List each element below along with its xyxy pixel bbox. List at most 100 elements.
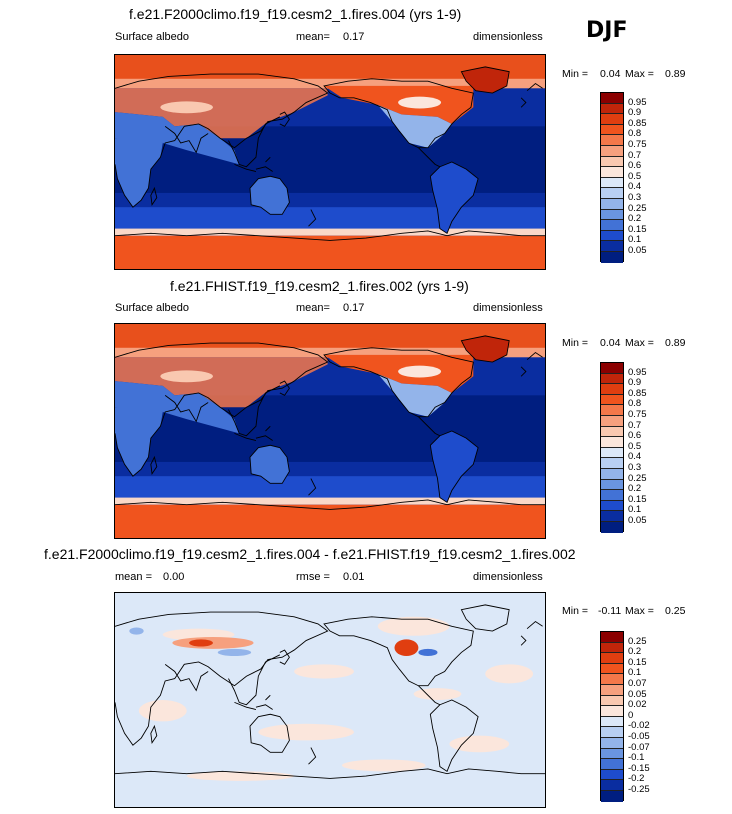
antarctic-ice-band	[115, 235, 545, 269]
greenland-ice	[461, 335, 510, 363]
coastline	[115, 231, 545, 241]
australia-land	[249, 176, 290, 215]
coastline	[165, 126, 208, 152]
coastline	[324, 348, 473, 417]
arctic-margin-band	[115, 78, 545, 89]
coastline	[418, 148, 440, 167]
colorbar-swatch	[601, 695, 623, 707]
antarctic-ice-band	[115, 504, 545, 538]
colorbar-tick-label: 0.05	[628, 515, 647, 526]
coastline	[309, 210, 316, 227]
colorbar-tick-label: -0.02	[628, 720, 650, 732]
eurasia-snow	[115, 88, 328, 139]
colorbar-tick-label: 0.1	[628, 504, 642, 516]
coastline	[115, 769, 545, 779]
colorbar-swatch	[601, 230, 623, 242]
coastline	[228, 655, 279, 705]
colorbar-tick-label: 0.15	[628, 656, 647, 668]
colorbar-tick-label: -0.05	[628, 731, 650, 742]
panel-3-min-value: -0.11	[598, 605, 622, 617]
colorbar-tick-label: 0.1	[628, 234, 642, 246]
colorbar-swatch	[601, 674, 623, 685]
colorbar-swatch	[601, 426, 623, 438]
arctic-margin-band	[115, 347, 545, 358]
colorbar-swatch	[601, 135, 623, 146]
colorbar-swatch	[601, 405, 623, 416]
coastline	[115, 612, 328, 745]
colorbar-swatch	[601, 373, 623, 385]
coastline	[521, 84, 543, 108]
north-america-snow	[324, 354, 474, 393]
panel-1-max-label: Max =	[625, 68, 654, 80]
europe-negative-anomaly	[129, 627, 144, 635]
colorbar-swatch	[601, 790, 623, 802]
panel-3-max-value: 0.25	[665, 605, 686, 617]
colorbar-swatch	[601, 511, 623, 522]
colorbar-swatch	[601, 394, 623, 406]
colorbar-swatch	[601, 500, 623, 512]
tibet-snow-patch	[160, 370, 213, 383]
colorbar-swatch	[601, 177, 623, 189]
colorbar-swatch	[601, 198, 623, 210]
colorbar-swatch	[601, 780, 623, 791]
coastline	[228, 386, 279, 436]
coastline	[280, 650, 290, 664]
panel-2-min-value: 0.04	[600, 337, 621, 349]
colorbar-swatch	[601, 769, 623, 781]
canada-snow-patch	[398, 96, 442, 109]
colorbar-swatch	[601, 437, 623, 448]
australia-land	[249, 445, 290, 484]
colorbar-tick-label: 0.02	[628, 699, 647, 711]
colorbar-swatches	[600, 631, 624, 802]
coastline	[151, 457, 157, 474]
colorbar-tick-label: 0.2	[628, 646, 642, 658]
diff-positive-region	[258, 723, 354, 741]
panel-1-units: dimensionless	[473, 31, 543, 43]
coastline	[115, 500, 545, 510]
coastline	[418, 417, 440, 436]
southern-ocean-band	[115, 207, 545, 229]
panel-2-min-label: Min =	[562, 337, 588, 349]
colorbar-swatch	[601, 521, 623, 533]
colorbar-tick-label: 0.95	[628, 96, 647, 108]
colorbar-tick-label: 0.8	[628, 128, 642, 140]
panel-1-map	[114, 54, 546, 270]
diff-positive-region	[294, 664, 354, 679]
coastline	[234, 695, 272, 709]
colorbar-tick-label: 0.7	[628, 149, 642, 161]
colorbar-tick-label: 0.75	[628, 409, 647, 420]
colorbar-tick-label: 0.2	[628, 213, 642, 225]
colorbar-tick-label: 0.9	[628, 107, 642, 119]
diff-positive-region	[413, 688, 462, 700]
coastline	[418, 686, 440, 705]
panel-3-map	[114, 592, 546, 808]
coastline	[430, 162, 478, 233]
panel-2-max-value: 0.89	[665, 337, 686, 349]
colorbar-swatch	[601, 167, 623, 178]
colorbar-swatch	[601, 241, 623, 252]
panel-2-units: dimensionless	[473, 302, 543, 314]
panel-2-map	[114, 323, 546, 539]
coastline	[151, 188, 157, 205]
south-america-land	[430, 162, 479, 234]
colorbar-tick-label: 0.6	[628, 430, 642, 442]
coastline	[461, 605, 509, 631]
colorbar-tick-label: 0.05	[628, 245, 647, 256]
colorbar-swatch	[601, 363, 623, 374]
colorbar-swatch	[601, 748, 623, 760]
coastline	[234, 157, 272, 171]
colorbar-swatch	[601, 706, 623, 717]
colorbar-swatch	[601, 251, 623, 263]
colorbar-swatch	[601, 103, 623, 115]
colorbar-swatch	[601, 145, 623, 157]
north-america-midlat	[377, 373, 452, 417]
panel-3-mean-value: 0.00	[163, 571, 185, 583]
panel-3-units: dimensionless	[473, 571, 543, 583]
colorbar-tick-label: -0.15	[628, 762, 650, 774]
panel-1-title: f.e21.F2000climo.f19_f19.cesm2_1.fires.0…	[129, 6, 462, 22]
coastline	[250, 176, 289, 214]
colorbar-tick-label: 0.4	[628, 181, 642, 193]
colorbar-tick-label: -0.1	[628, 752, 645, 764]
colorbar-tick-label: 0.05	[628, 688, 647, 700]
panel-1-variable: Surface albedo	[115, 31, 189, 43]
